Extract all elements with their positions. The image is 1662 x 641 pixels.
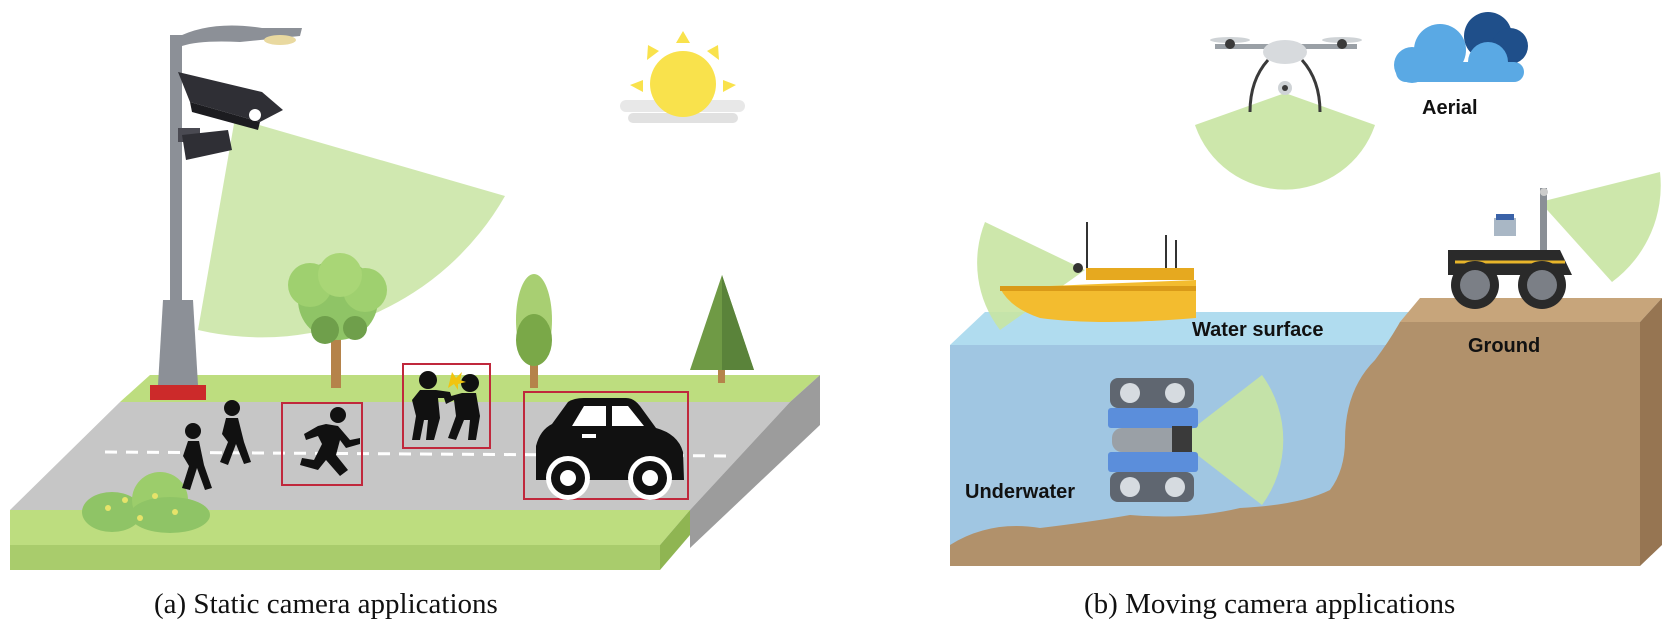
pedestrian-icon: [182, 400, 251, 490]
detection-box-running: [281, 402, 363, 486]
earth-cliff: [950, 322, 1640, 566]
detection-box-fight: [402, 363, 491, 449]
cloud-icon: [1394, 12, 1528, 83]
drone-field-of-view: [1195, 93, 1375, 190]
boat-icon: [1000, 222, 1196, 322]
tall-tree-icon: [516, 274, 552, 388]
detection-box-car: [523, 391, 689, 500]
running-person-icon: [300, 407, 360, 476]
caption-static-camera: (a) Static camera applications: [154, 588, 498, 620]
tree-icon: [288, 253, 387, 388]
sun-icon: [620, 31, 745, 123]
road-side: [690, 375, 820, 548]
underwater-robot-field-of-view: [1178, 375, 1284, 505]
street-lamp-icon: [150, 25, 302, 400]
panel-moving-camera: Aerial Water surface: [950, 12, 1662, 566]
panel-static-camera: [10, 25, 820, 570]
surveillance-camera-icon: [178, 72, 283, 160]
robot-field-of-view: [1540, 172, 1661, 282]
bush-icon: [82, 472, 210, 533]
camera-field-of-view: [198, 118, 505, 338]
drone-icon: [1210, 37, 1362, 113]
boat-field-of-view: [977, 222, 1085, 330]
pine-tree-icon: [690, 275, 754, 383]
fighting-people-icon: [412, 371, 480, 440]
ground-side: [1640, 298, 1662, 566]
label-water-surface: Water surface: [1192, 319, 1324, 341]
caption-moving-camera: (b) Moving camera applications: [1084, 588, 1456, 620]
label-aerial: Aerial: [1422, 97, 1478, 119]
label-underwater: Underwater: [965, 481, 1075, 503]
label-ground: Ground: [1468, 335, 1540, 357]
grass-side: [660, 510, 690, 570]
underwater-robot-icon: [1108, 378, 1198, 502]
grass-near-front: [10, 545, 660, 570]
ground-robot-icon: [1448, 188, 1572, 309]
car-icon: [536, 398, 684, 500]
